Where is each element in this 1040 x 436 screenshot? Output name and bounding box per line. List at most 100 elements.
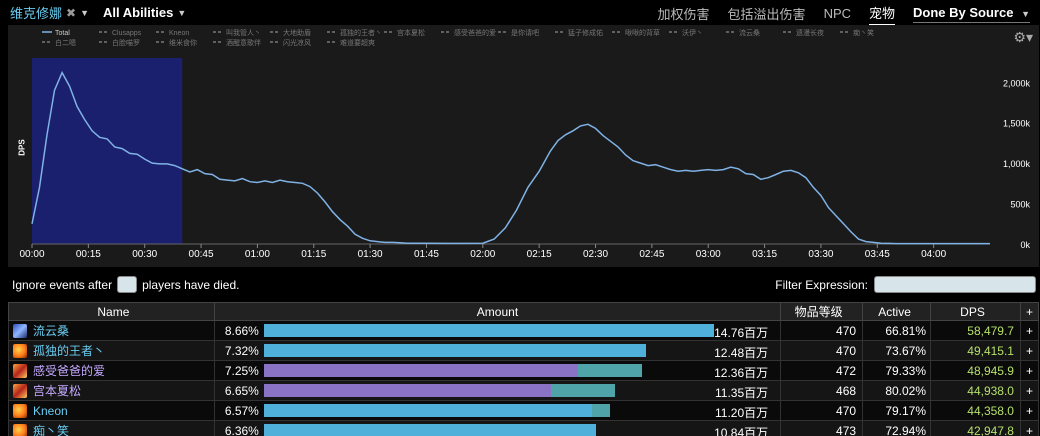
y-tick-label: 1,000k: [1003, 159, 1031, 169]
amount-bar-segment: [263, 364, 578, 377]
name-cell[interactable]: 痴丶笑: [8, 420, 215, 436]
dps-cell: 42,947.8: [930, 420, 1021, 436]
active-cell: 72.94%: [862, 420, 932, 436]
item-level-cell: 468: [780, 380, 864, 401]
amount-percent: 6.36%: [224, 424, 259, 436]
expand-button[interactable]: +: [1019, 420, 1040, 436]
chevron-down-icon: ▼: [80, 7, 89, 18]
legend-entry: Kneon: [169, 30, 189, 37]
legend-entry: 闪光凉风: [283, 38, 311, 47]
name-cell[interactable]: 宫本夏松: [8, 380, 215, 401]
name-cell[interactable]: 感受爸爸的爱: [8, 360, 215, 381]
dps-cell: 48,945.9: [930, 360, 1021, 381]
series-line-total: [31, 70, 990, 245]
x-tick-label: 02:30: [583, 249, 608, 260]
legend-entry: 沃伊丶: [682, 28, 703, 37]
amount-bar-segment: [550, 384, 615, 397]
header-active[interactable]: Active: [862, 302, 932, 321]
player-name[interactable]: 流云桑: [33, 324, 70, 338]
x-tick-label: 02:15: [527, 249, 552, 260]
amount-bar-segment: [263, 424, 596, 436]
legend-entry: 大地助盾: [283, 28, 311, 37]
chart-ylabel: DPS: [17, 139, 27, 156]
x-tick-label: 00:00: [19, 249, 44, 260]
item-level-cell: 472: [780, 360, 864, 381]
expand-button[interactable]: +: [1019, 320, 1040, 341]
amount-cell: 7.32% 12.48百万: [213, 340, 782, 361]
option-pets[interactable]: 宠物: [869, 3, 896, 25]
filter-expression-input[interactable]: [874, 276, 1036, 293]
player-name[interactable]: 痴丶笑: [33, 424, 70, 436]
damage-table: Name Amount 物品等级 Active DPS + 流云桑 8.66% 14…: [8, 302, 1040, 436]
table-row[interactable]: 孤独的王者丶 7.32% 12.48百万 470 73.67% 49,415.1 +: [8, 340, 1040, 361]
source-selector[interactable]: Done By Source ▼: [913, 5, 1030, 23]
header-name[interactable]: Name: [8, 302, 215, 321]
player-name[interactable]: 宫本夏松: [33, 384, 82, 398]
active-cell: 79.33%: [862, 360, 932, 381]
legend-entry: 是你请吧: [511, 28, 539, 37]
death-count-input[interactable]: [117, 276, 138, 293]
header-item-level[interactable]: 物品等级: [780, 302, 864, 321]
option-weighted-damage[interactable]: 加权伤害: [657, 6, 710, 22]
legend-entry: 白脸喵罗: [112, 38, 140, 47]
x-tick-label: 00:30: [132, 249, 157, 260]
close-icon[interactable]: ✖: [66, 5, 77, 20]
item-level-cell: 470: [780, 400, 864, 421]
x-tick-label: 01:15: [301, 249, 326, 260]
active-cell: 80.02%: [862, 380, 932, 401]
amount-cell: 6.36% 10.84百万: [213, 420, 782, 436]
table-row[interactable]: 感受爸爸的爱 7.25% 12.36百万 472 79.33% 48,945.9 +: [8, 360, 1040, 381]
option-npc[interactable]: NPC: [823, 5, 852, 21]
legend-entry: 宫本夏松: [397, 28, 425, 37]
dps-cell: 44,358.0: [930, 400, 1021, 421]
dps-chart-svg: 00:00 00:15 00:30 00:45 01:00 01:15 01:30 01:45…: [19, 28, 1031, 260]
x-tick-label: 01:30: [358, 249, 383, 260]
legend-entry: 猛子修成佑: [568, 28, 603, 37]
player-selector[interactable]: 维克修娜 ✖ ▼: [10, 3, 89, 22]
header-dps[interactable]: DPS: [930, 302, 1021, 321]
ignore-events-label: Ignore events after: [12, 277, 113, 292]
top-bar: 维克修娜 ✖ ▼ All Abilities ▼ 加权伤害 包括溢出伤害 NPC…: [0, 0, 1040, 25]
gear-icon[interactable]: ⚙▾: [1013, 29, 1033, 45]
legend-entry: 酒醒意歌伴: [226, 38, 261, 47]
table-row[interactable]: 痴丶笑 6.36% 10.84百万 473 72.94% 42,947.8 +: [8, 420, 1040, 436]
strike-icon: [13, 363, 27, 378]
name-cell[interactable]: 孤独的王者丶: [8, 340, 215, 361]
header-plus[interactable]: +: [1019, 302, 1040, 321]
player-name[interactable]: Kneon: [33, 403, 68, 418]
selection-range: [32, 58, 183, 244]
amount-value: 10.84百万: [714, 426, 769, 436]
amount-value: 12.36百万: [714, 366, 769, 380]
legend-entry: 难道要超爽: [340, 38, 375, 47]
x-tick-label: 02:00: [470, 249, 495, 260]
amount-cell: 6.65% 11.35百万: [213, 380, 782, 401]
expand-button[interactable]: +: [1019, 400, 1040, 421]
player-name[interactable]: 感受爸爸的爱: [33, 364, 106, 378]
table-row[interactable]: Kneon 6.57% 11.20百万 470 79.17% 44,358.0 +: [8, 400, 1040, 421]
legend-entry: 遗漫长夜: [796, 28, 824, 37]
name-cell[interactable]: Kneon: [8, 400, 215, 421]
fire-icon: [13, 343, 27, 358]
table-row[interactable]: 宫本夏松 6.65% 11.35百万 468 80.02% 44,938.0 +: [8, 380, 1040, 401]
legend-entry: 感受爸爸的爱: [454, 28, 496, 37]
expand-button[interactable]: +: [1019, 360, 1040, 381]
chevron-down-icon: ▼: [177, 7, 187, 18]
table-body: 流云桑 8.66% 14.76百万 470 66.81% 58,479.7 + 孤独的王者丶 7…: [8, 320, 1040, 436]
table-row[interactable]: 流云桑 8.66% 14.76百万 470 66.81% 58,479.7 +: [8, 320, 1040, 341]
amount-bar-segment: [577, 364, 642, 377]
player-name: 维克修娜: [10, 6, 63, 21]
legend-entry: 维米食你: [169, 38, 197, 47]
legend-entry: 啾啾的背草: [625, 28, 660, 37]
abilities-selector[interactable]: All Abilities ▼: [103, 5, 186, 20]
player-name[interactable]: 孤独的王者丶: [33, 344, 106, 358]
name-cell[interactable]: 流云桑: [8, 320, 215, 341]
dps-chart[interactable]: 00:00 00:15 00:30 00:45 01:00 01:15 01:30 01:45…: [8, 25, 1039, 267]
expand-button[interactable]: +: [1019, 380, 1040, 401]
legend-entry: 流云桑: [739, 28, 760, 37]
legend-entry: 叫我管人丶: [226, 28, 261, 37]
expand-button[interactable]: +: [1019, 340, 1040, 361]
option-include-overkill[interactable]: 包括溢出伤害: [727, 6, 806, 22]
amount-bar-segment: [263, 404, 592, 417]
x-tick-label: 03:00: [696, 249, 721, 260]
header-amount[interactable]: Amount: [213, 302, 782, 321]
